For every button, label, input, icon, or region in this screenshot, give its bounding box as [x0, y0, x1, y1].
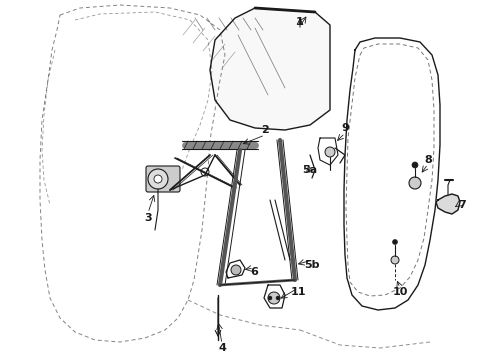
Circle shape — [268, 296, 272, 300]
Circle shape — [392, 239, 397, 244]
Polygon shape — [210, 8, 330, 130]
Circle shape — [391, 256, 399, 264]
Text: 5a: 5a — [302, 165, 318, 175]
Circle shape — [409, 177, 421, 189]
Text: 5b: 5b — [304, 260, 320, 270]
Circle shape — [201, 168, 209, 176]
Text: 10: 10 — [392, 287, 408, 297]
Text: 8: 8 — [424, 155, 432, 165]
FancyBboxPatch shape — [146, 166, 180, 192]
Circle shape — [154, 175, 162, 183]
Text: 11: 11 — [290, 287, 306, 297]
Circle shape — [412, 162, 418, 168]
Text: 7: 7 — [458, 200, 466, 210]
Circle shape — [276, 296, 280, 300]
Text: 2: 2 — [261, 125, 269, 135]
Text: 1: 1 — [296, 17, 304, 27]
Text: 4: 4 — [218, 343, 226, 353]
Polygon shape — [436, 194, 460, 214]
Circle shape — [231, 265, 241, 275]
Text: 6: 6 — [250, 267, 258, 277]
Circle shape — [325, 147, 335, 157]
Circle shape — [268, 292, 280, 304]
Text: 3: 3 — [144, 213, 152, 223]
Text: 9: 9 — [341, 123, 349, 133]
Circle shape — [148, 169, 168, 189]
